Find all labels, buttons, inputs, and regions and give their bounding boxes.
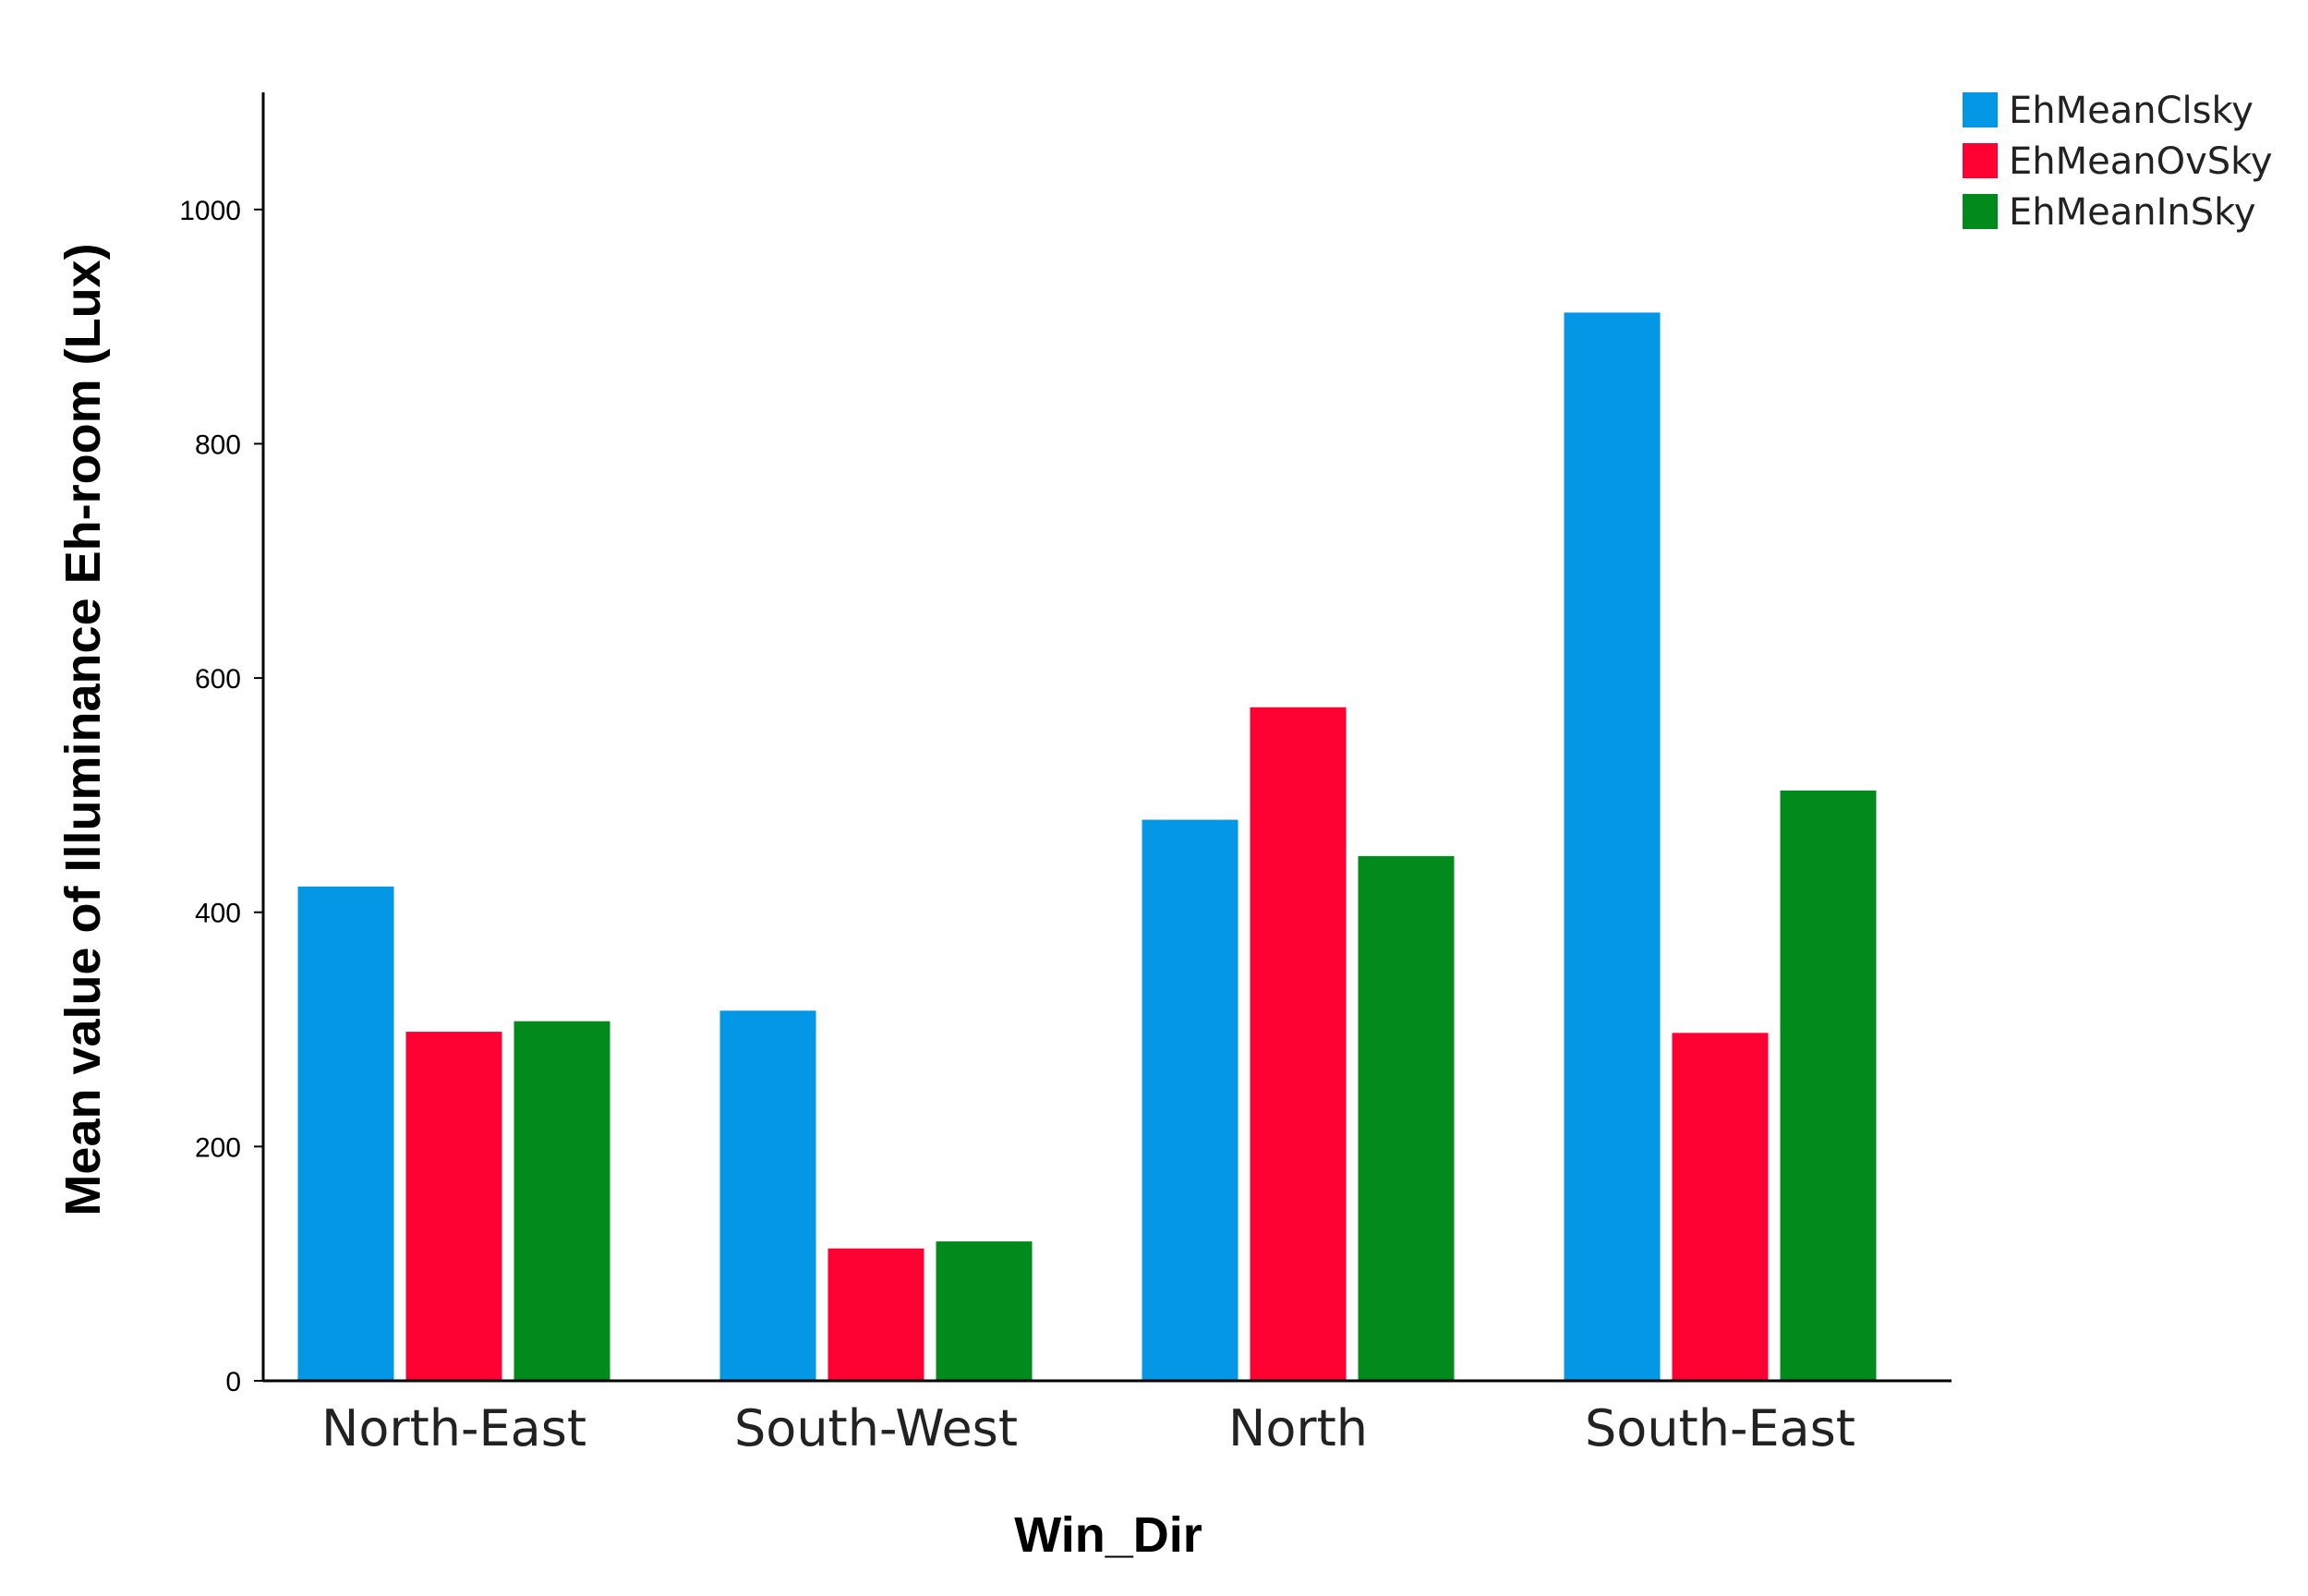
legend: EhMeanClsky EhMeanOvSky EhMeanInSky — [1963, 90, 2273, 234]
x-category-label: North-East — [321, 1399, 586, 1457]
legend-label: EhMeanClsky — [2009, 90, 2254, 132]
bar-EhMeanClsky-North — [1142, 819, 1239, 1381]
bars-layer — [297, 312, 1877, 1381]
bar-EhMeanClsky-North-East — [297, 886, 394, 1381]
x-axis-title: Win_Dir — [1014, 1507, 1202, 1563]
y-tick-label: 200 — [195, 1132, 241, 1163]
bar-EhMeanInSky-North — [1358, 855, 1455, 1381]
bar-EhMeanOvSky-North-East — [405, 1032, 502, 1381]
y-tick-label: 400 — [195, 899, 241, 929]
x-categories: North-East South-West North South-East — [321, 1399, 1855, 1457]
legend-swatch-EhMeanOvSky — [1963, 143, 1998, 178]
y-tick-label: 800 — [195, 429, 241, 460]
y-axis-title: Mean value of Illuminance Eh-room (Lux) — [55, 243, 111, 1215]
x-category-label: South-East — [1585, 1399, 1855, 1457]
x-category-label: North — [1228, 1399, 1368, 1457]
bar-EhMeanOvSky-South-East — [1672, 1033, 1769, 1381]
legend-label: EhMeanOvSky — [2009, 140, 2273, 183]
bar-EhMeanInSky-North-East — [514, 1021, 610, 1381]
bar-EhMeanInSky-South-East — [1780, 790, 1877, 1381]
legend-swatch-EhMeanInSky — [1963, 194, 1998, 229]
bar-EhMeanClsky-South-West — [719, 1010, 816, 1381]
legend-label: EhMeanInSky — [2009, 191, 2256, 234]
y-tick-label: 1000 — [179, 196, 241, 226]
y-tick-label: 0 — [225, 1367, 241, 1397]
y-ticks: 0 200 400 600 800 1000 — [179, 196, 263, 1397]
bar-EhMeanOvSky-North — [1250, 707, 1347, 1381]
x-category-label: South-West — [734, 1399, 1018, 1457]
bar-EhMeanClsky-South-East — [1564, 312, 1661, 1381]
bar-EhMeanOvSky-South-West — [828, 1248, 924, 1381]
legend-swatch-EhMeanClsky — [1963, 92, 1998, 127]
bar-EhMeanInSky-South-West — [936, 1241, 1033, 1381]
y-tick-label: 600 — [195, 664, 241, 695]
